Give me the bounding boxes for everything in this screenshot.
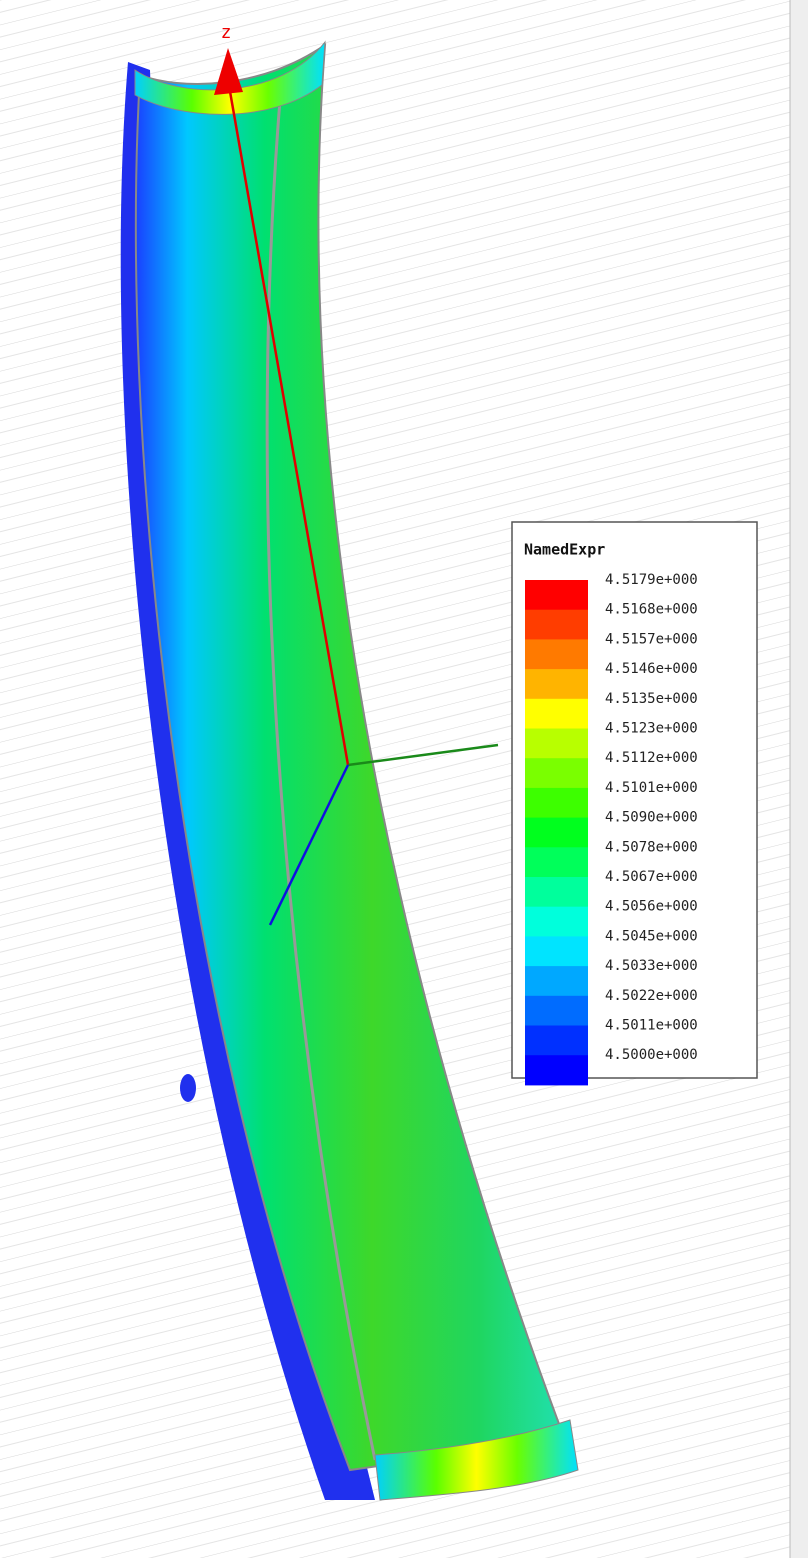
- legend-swatch: [525, 1055, 588, 1085]
- rim-knob: [180, 1074, 196, 1102]
- legend-swatch: [525, 580, 588, 610]
- legend-label: 4.5090e+000: [605, 810, 698, 826]
- legend-label: 4.5157e+000: [605, 631, 698, 647]
- legend-title: NamedExpr: [524, 541, 605, 559]
- legend-label: 4.5112e+000: [605, 750, 698, 766]
- legend-label: 4.5056e+000: [605, 899, 698, 915]
- legend-swatch: [525, 758, 588, 788]
- viewport: z NamedExpr 4.5179e+000 4.5168e+000 4.5157…: [0, 0, 808, 1558]
- legend-swatch: [525, 818, 588, 848]
- legend-swatch: [525, 907, 588, 937]
- legend-swatch: [525, 1026, 588, 1056]
- legend-swatch: [525, 847, 588, 877]
- legend-label: 4.5078e+000: [605, 839, 698, 855]
- legend-label: 4.5011e+000: [605, 1018, 698, 1034]
- legend: NamedExpr 4.5179e+000 4.5168e+000 4.5157e+…: [512, 522, 757, 1085]
- legend-label: 4.5123e+000: [605, 721, 698, 737]
- legend-swatch: [525, 610, 588, 640]
- legend-swatch: [525, 729, 588, 759]
- legend-label: 4.5067e+000: [605, 869, 698, 885]
- legend-label: 4.5168e+000: [605, 602, 698, 618]
- legend-label: 4.5022e+000: [605, 988, 698, 1004]
- legend-swatch: [525, 669, 588, 699]
- legend-label: 4.5146e+000: [605, 661, 698, 677]
- legend-swatch: [525, 936, 588, 966]
- legend-swatch: [525, 966, 588, 996]
- legend-label: 4.5000e+000: [605, 1047, 698, 1063]
- legend-label: 4.5101e+000: [605, 780, 698, 796]
- legend-label: 4.5033e+000: [605, 958, 698, 974]
- legend-swatch: [525, 788, 588, 818]
- legend-label: 4.5179e+000: [605, 572, 698, 588]
- legend-swatch: [525, 639, 588, 669]
- z-axis-label: z: [221, 22, 232, 43]
- legend-swatch: [525, 996, 588, 1026]
- legend-label: 4.5135e+000: [605, 691, 698, 707]
- scroll-edge: [790, 0, 808, 1558]
- legend-swatch: [525, 699, 588, 729]
- legend-label: 4.5045e+000: [605, 928, 698, 944]
- legend-swatch: [525, 877, 588, 907]
